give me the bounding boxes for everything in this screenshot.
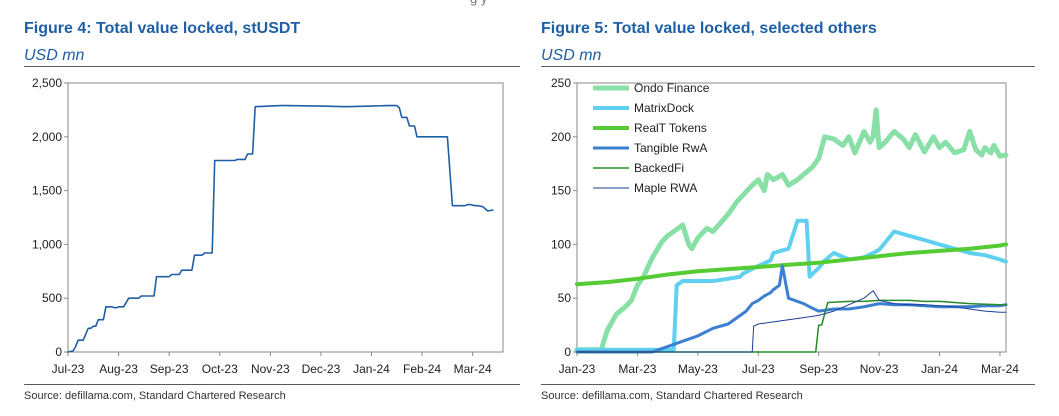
x-tick-label: Dec-23 (302, 362, 341, 376)
figure-4-source: Source: defillama.com, Standard Chartere… (24, 390, 286, 402)
y-tick-label: 100 (551, 237, 571, 251)
series-line-maple-rwa (576, 290, 1007, 353)
x-tick-label: Jan-24 (921, 362, 958, 376)
y-tick-label: 1,000 (32, 237, 62, 251)
legend-label-ondo-finance: Ondo Finance (634, 81, 710, 95)
x-tick-label: Mar-23 (618, 362, 656, 376)
figure-4-unit: USD mn (24, 47, 85, 64)
series-line-ondo-finance (574, 107, 1009, 353)
figure-4-top-rule (24, 66, 520, 67)
x-tick-label: Oct-23 (202, 362, 238, 376)
series-line-stusdt (67, 104, 494, 353)
y-tick-label: 2,500 (32, 76, 62, 90)
figure-4-chart: 0 500 1,000 1,500 2,000 2,500 Jul-23 Aug-23 Sep-… (32, 76, 504, 376)
y-tick-label: 1,500 (32, 184, 62, 198)
x-tick-label: Jan-24 (353, 362, 390, 376)
series-line-matrixdock (575, 218, 1008, 352)
plot-frame (67, 82, 504, 353)
y-tick-label: 2,000 (32, 130, 62, 144)
figure-5-title: Figure 5: Total value locked, selected o… (541, 20, 877, 37)
x-tick-label: Nov-23 (860, 362, 899, 376)
legend-label-maple-rwa: Maple RWA (634, 181, 697, 195)
x-tick-label: Nov-23 (251, 362, 290, 376)
x-tick-label: Mar-24 (454, 362, 492, 376)
legend-label-backedfi: BackedFi (634, 161, 684, 175)
x-tick-label: May-23 (678, 362, 718, 376)
figure-5-unit: USD mn (541, 47, 602, 64)
series-line-realt-tokens (575, 242, 1008, 287)
x-tick-label: Sep-23 (799, 362, 838, 376)
cropped-header-fragment: g y (470, 0, 487, 6)
x-tick-label: Aug-23 (99, 362, 138, 376)
legend-label-tangible-rwa: Tangible RwA (634, 141, 707, 155)
figure-5-chart: 0 50 100 150 200 250 Jan-23 Mar-23 May-23 Jul-23 S… (551, 76, 1019, 376)
y-tick-label: 500 (42, 291, 62, 305)
x-tick-label: Jan-23 (559, 362, 596, 376)
y-tick-label: 0 (564, 345, 571, 359)
figure-4-title: Figure 4: Total value locked, stUSDT (24, 20, 301, 37)
legend-label-realt-tokens: RealT Tokens (634, 121, 707, 135)
x-tick-label: Sep-23 (150, 362, 189, 376)
figure-5-panel: Figure 5: Total value locked, selected o… (530, 0, 1059, 416)
y-tick-label: 250 (551, 76, 571, 90)
legend-label-matrixdock: MatrixDock (634, 101, 695, 115)
series-line-tangible-rwa (575, 264, 1008, 354)
x-tick-label: Jul-23 (742, 362, 775, 376)
y-tick-label: 50 (558, 291, 572, 305)
y-tick-label: 0 (55, 345, 62, 359)
figure-4-bottom-rule (24, 384, 520, 385)
figure-5-source: Source: defillama.com, Standard Chartere… (541, 390, 803, 402)
figure-5-top-rule (541, 66, 1035, 67)
y-tick-label: 200 (551, 130, 571, 144)
x-tick-label: Mar-24 (981, 362, 1019, 376)
y-tick-label: 150 (551, 184, 571, 198)
x-tick-label: Feb-24 (403, 362, 441, 376)
figure-4-panel: Figure 4: Total value locked, stUSDT USD… (24, 20, 520, 402)
figure-5-bottom-rule (541, 384, 1035, 385)
x-tick-label: Jul-23 (52, 362, 85, 376)
